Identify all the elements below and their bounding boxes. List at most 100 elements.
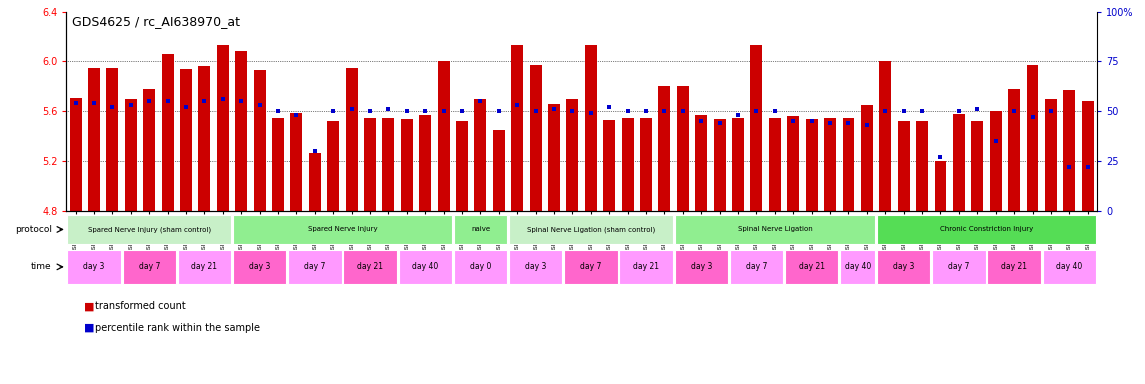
Text: day 7: day 7 bbox=[745, 262, 767, 271]
Bar bbox=[106, 68, 118, 211]
Bar bbox=[512, 45, 523, 211]
Bar bbox=[216, 45, 229, 211]
Bar bbox=[788, 116, 799, 211]
Bar bbox=[453, 215, 507, 244]
Bar bbox=[695, 115, 708, 211]
Bar bbox=[68, 215, 231, 244]
Bar bbox=[806, 119, 818, 211]
Bar bbox=[291, 113, 302, 211]
Bar bbox=[564, 250, 617, 284]
Bar bbox=[398, 250, 452, 284]
Bar bbox=[68, 250, 120, 284]
Text: day 3: day 3 bbox=[248, 262, 270, 271]
Bar bbox=[232, 250, 286, 284]
Bar bbox=[382, 118, 394, 211]
Bar bbox=[1064, 90, 1075, 211]
Bar bbox=[879, 61, 891, 211]
Bar bbox=[309, 152, 321, 211]
Bar bbox=[877, 215, 1096, 244]
Bar bbox=[674, 250, 728, 284]
Bar bbox=[456, 121, 468, 211]
Text: percentile rank within the sample: percentile rank within the sample bbox=[95, 323, 260, 333]
Bar bbox=[729, 250, 783, 284]
Text: day 3: day 3 bbox=[524, 262, 546, 271]
Bar bbox=[1045, 99, 1057, 211]
Bar bbox=[824, 118, 836, 211]
Text: day 21: day 21 bbox=[799, 262, 824, 271]
Text: Spinal Nerve Ligation: Spinal Nerve Ligation bbox=[737, 227, 812, 232]
Text: day 21: day 21 bbox=[191, 262, 218, 271]
Bar bbox=[548, 104, 560, 211]
Bar bbox=[769, 118, 781, 211]
Bar bbox=[235, 51, 247, 211]
Bar bbox=[510, 250, 562, 284]
Text: day 3: day 3 bbox=[84, 262, 104, 271]
Bar bbox=[1027, 65, 1039, 211]
Bar bbox=[327, 121, 339, 211]
Bar bbox=[622, 118, 633, 211]
Text: time: time bbox=[31, 262, 52, 271]
Text: day 7: day 7 bbox=[581, 262, 601, 271]
Bar bbox=[732, 118, 744, 211]
Text: day 21: day 21 bbox=[357, 262, 384, 271]
Bar bbox=[70, 98, 81, 211]
Bar bbox=[364, 118, 376, 211]
Bar bbox=[840, 250, 875, 284]
Bar bbox=[877, 250, 931, 284]
Bar bbox=[934, 161, 947, 211]
Text: Spared Nerve Injury: Spared Nerve Injury bbox=[308, 227, 377, 232]
Bar bbox=[916, 121, 929, 211]
Bar bbox=[971, 121, 984, 211]
Bar bbox=[254, 70, 266, 211]
Bar bbox=[843, 118, 854, 211]
Bar bbox=[898, 121, 909, 211]
Bar bbox=[419, 115, 432, 211]
Bar bbox=[989, 111, 1002, 211]
Bar bbox=[143, 89, 156, 211]
Bar bbox=[1008, 89, 1020, 211]
Bar bbox=[861, 105, 872, 211]
Bar bbox=[289, 250, 341, 284]
Bar bbox=[125, 99, 136, 211]
Bar bbox=[474, 99, 487, 211]
Bar bbox=[713, 119, 726, 211]
Text: Spinal Nerve Ligation (sham control): Spinal Nerve Ligation (sham control) bbox=[527, 226, 655, 233]
Bar bbox=[677, 86, 689, 211]
Bar bbox=[1043, 250, 1096, 284]
Bar bbox=[177, 250, 231, 284]
Bar bbox=[619, 250, 673, 284]
Bar bbox=[123, 250, 176, 284]
Bar bbox=[161, 54, 174, 211]
Bar bbox=[88, 68, 100, 211]
Text: day 21: day 21 bbox=[633, 262, 660, 271]
Text: day 40: day 40 bbox=[1056, 262, 1082, 271]
Bar bbox=[437, 61, 450, 211]
Text: day 7: day 7 bbox=[948, 262, 970, 271]
Text: day 3: day 3 bbox=[893, 262, 915, 271]
Text: ■: ■ bbox=[84, 323, 94, 333]
Bar bbox=[567, 99, 578, 211]
Bar bbox=[510, 215, 673, 244]
Bar bbox=[640, 118, 652, 211]
Bar bbox=[750, 45, 763, 211]
Text: Spared Nerve Injury (sham control): Spared Nerve Injury (sham control) bbox=[88, 226, 211, 233]
Bar bbox=[530, 65, 542, 211]
Bar bbox=[273, 118, 284, 211]
Bar bbox=[1082, 101, 1093, 211]
Text: protocol: protocol bbox=[15, 225, 52, 234]
Text: day 7: day 7 bbox=[305, 262, 325, 271]
Text: ■: ■ bbox=[84, 301, 94, 311]
Text: day 0: day 0 bbox=[469, 262, 491, 271]
Bar bbox=[953, 114, 965, 211]
Text: Chronic Constriction Injury: Chronic Constriction Injury bbox=[940, 227, 1033, 232]
Bar bbox=[603, 120, 615, 211]
Bar bbox=[785, 250, 838, 284]
Text: transformed count: transformed count bbox=[95, 301, 185, 311]
Bar bbox=[453, 250, 507, 284]
Bar bbox=[198, 66, 211, 211]
Bar bbox=[492, 130, 505, 211]
Bar bbox=[180, 69, 192, 211]
Bar bbox=[987, 250, 1041, 284]
Text: day 7: day 7 bbox=[139, 262, 160, 271]
Bar bbox=[346, 68, 357, 211]
